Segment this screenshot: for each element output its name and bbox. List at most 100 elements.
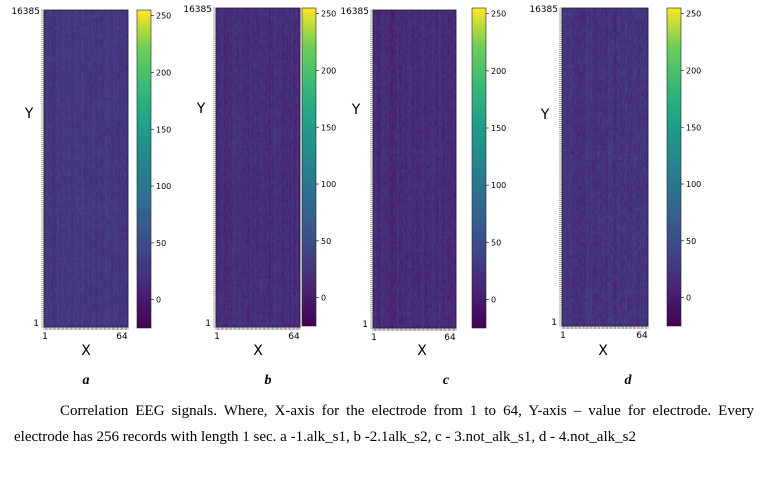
heatmap-cell	[107, 176, 109, 181]
heatmap-cell	[88, 196, 91, 201]
heatmap-cell	[100, 113, 103, 118]
heatmap-cell	[117, 37, 120, 42]
heatmap-cell	[46, 65, 49, 70]
heatmap-cell	[59, 140, 62, 146]
heatmap-cell	[114, 29, 117, 35]
heatmap-cell	[74, 21, 76, 27]
heatmap-cell	[117, 101, 120, 106]
heatmap-cell	[79, 49, 82, 54]
heatmap-cell	[61, 109, 63, 114]
heatmap-cell	[126, 120, 129, 126]
heatmap-cell	[78, 97, 80, 102]
heatmap-cell	[121, 33, 124, 39]
heatmap-cell	[54, 81, 57, 86]
heatmap-cell	[126, 69, 129, 74]
heatmap-cell	[112, 124, 114, 130]
heatmap-cell	[113, 216, 116, 221]
heatmap-cell	[54, 176, 57, 181]
heatmap-cell	[110, 132, 113, 138]
heatmap-cell	[87, 101, 89, 106]
heatmap-cell	[117, 132, 120, 138]
heatmap-cell	[97, 97, 100, 102]
heatmap-cell	[74, 69, 76, 74]
heatmap-cell	[65, 196, 67, 201]
heatmap-cell	[74, 148, 76, 153]
heatmap-cell	[80, 10, 83, 15]
heatmap-cell	[87, 140, 89, 146]
heatmap-cell	[74, 188, 76, 193]
heatmap-cell	[125, 69, 127, 74]
heatmap-cell	[75, 85, 78, 90]
heatmap-cell	[95, 156, 97, 161]
heatmap-cell	[110, 65, 113, 70]
heatmap-cell	[125, 204, 127, 209]
heatmap-cell	[96, 61, 99, 66]
heatmap-cell	[86, 132, 88, 138]
heatmap-cell	[108, 10, 110, 15]
heatmap-cell	[46, 172, 49, 177]
heatmap-cell	[61, 25, 63, 31]
heatmap-cell	[80, 136, 83, 142]
heatmap-cell	[86, 101, 88, 106]
heatmap-cell	[97, 160, 100, 165]
heatmap-cell	[101, 77, 104, 82]
heatmap-cell	[84, 204, 87, 209]
heatmap-cell	[125, 164, 127, 169]
heatmap-cell	[108, 196, 110, 201]
heatmap-cell	[47, 172, 50, 177]
heatmap-cell	[117, 136, 120, 142]
heatmap-cell	[50, 10, 53, 15]
heatmap-cell	[78, 212, 80, 217]
heatmap-cell	[50, 196, 53, 201]
heatmap-cell	[79, 41, 82, 46]
heatmap-cell	[63, 109, 66, 114]
heatmap-cell	[95, 144, 97, 149]
heatmap-cell	[109, 152, 112, 157]
heatmap-cell	[91, 148, 93, 153]
heatmap-cell	[107, 132, 109, 138]
heatmap-cell	[80, 204, 83, 209]
heatmap-cell	[95, 97, 97, 102]
heatmap-cell	[63, 156, 66, 161]
heatmap-cell	[120, 172, 122, 177]
heatmap-cell	[107, 105, 109, 110]
heatmap-cell	[113, 136, 116, 142]
heatmap-cell	[82, 132, 84, 138]
heatmap-cell	[68, 176, 71, 181]
heatmap-cell	[51, 120, 54, 126]
heatmap-cell	[51, 57, 54, 62]
heatmap-cell	[89, 188, 92, 193]
heatmap-cell	[66, 132, 68, 138]
heatmap-cell	[84, 200, 87, 205]
heatmap-cell	[124, 136, 126, 142]
heatmap-cell	[65, 53, 67, 58]
heatmap-cell	[59, 10, 62, 15]
heatmap-cell	[51, 53, 54, 58]
heatmap-cell	[97, 13, 100, 19]
heatmap-cell	[95, 10, 97, 15]
heatmap-cell	[112, 57, 114, 62]
heatmap-cell	[80, 41, 83, 46]
heatmap-cell	[78, 53, 80, 58]
heatmap-cell	[100, 132, 103, 138]
heatmap-cell	[59, 192, 62, 197]
heatmap-cell	[84, 33, 87, 39]
heatmap-cell	[50, 200, 53, 205]
heatmap-cell	[49, 97, 51, 102]
heatmap-cell	[124, 77, 126, 82]
heatmap-cell	[51, 101, 54, 106]
heatmap-cell	[72, 128, 75, 134]
heatmap-cell	[86, 53, 88, 58]
heatmap-cell	[125, 148, 127, 153]
heatmap-cell	[51, 192, 54, 197]
heatmap-cell	[72, 29, 75, 35]
heatmap-cell	[79, 188, 82, 193]
heatmap-cell	[120, 180, 122, 185]
heatmap-cell	[49, 13, 51, 19]
heatmap-cell	[72, 156, 75, 161]
heatmap-cell	[113, 85, 116, 90]
heatmap-cell	[126, 148, 129, 153]
heatmap-cell	[61, 212, 63, 217]
heatmap-cell	[68, 164, 71, 169]
heatmap-cell	[55, 69, 58, 74]
